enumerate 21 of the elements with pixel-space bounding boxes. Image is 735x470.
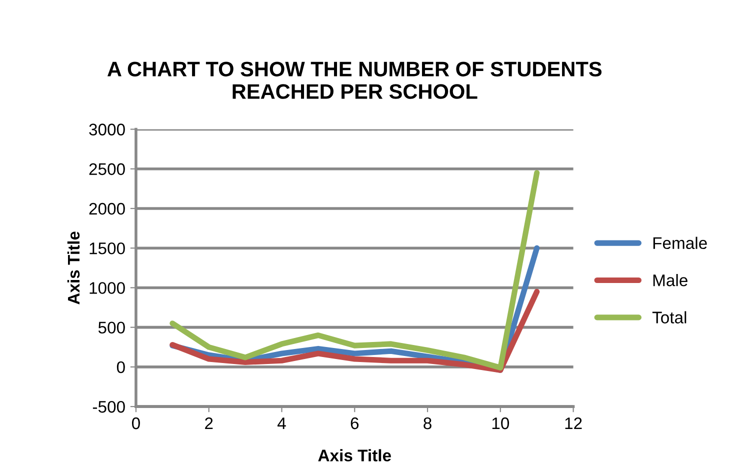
- legend-label: Total: [652, 311, 686, 324]
- x-tick-label: 8: [424, 417, 432, 430]
- chart-title: A CHART TO SHOW THE NUMBER OF STUDENTS REACHED PER SCHOOL: [107, 62, 602, 99]
- y-tick-label: 2500: [89, 163, 125, 176]
- x-tick-label: 2: [205, 417, 213, 430]
- x-tick-label: 6: [350, 417, 359, 430]
- y-tick-label: 2000: [89, 202, 125, 215]
- legend-label: Female: [653, 236, 707, 250]
- y-tick-label: 0: [116, 361, 125, 374]
- y-tick-label: -500: [92, 400, 125, 413]
- x-tick-label: 0: [132, 417, 140, 430]
- x-tick-label: 4: [278, 418, 286, 430]
- x-tick-label: 10: [492, 417, 510, 430]
- x-tick-label: 12: [565, 417, 582, 430]
- x-axis-title: Axis Title: [318, 449, 391, 462]
- y-tick-label: 1500: [90, 242, 125, 254]
- y-tick-label: 500: [98, 322, 125, 334]
- legend-label: Male: [653, 274, 688, 286]
- y-tick-label: 1000: [90, 282, 125, 294]
- y-axis-title: Axis Title: [67, 232, 80, 304]
- y-tick-label: 3000: [89, 124, 125, 136]
